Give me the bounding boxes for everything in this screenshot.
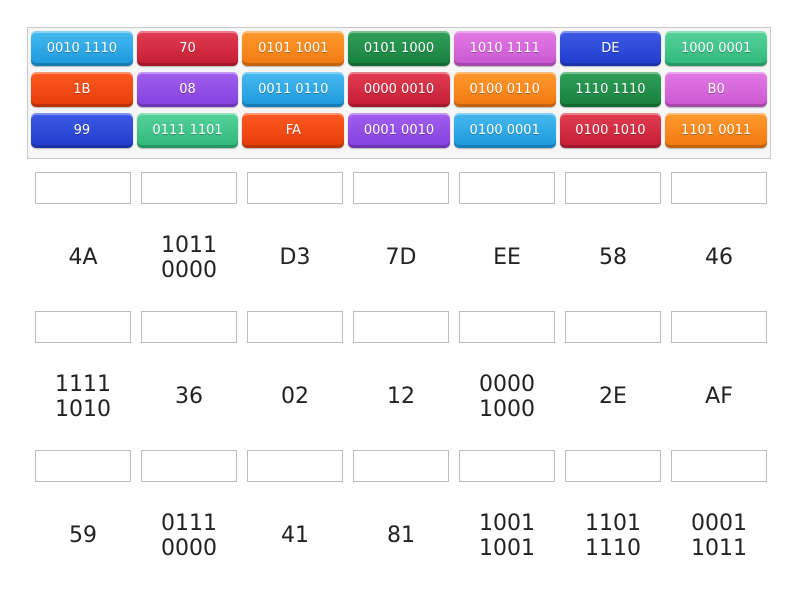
- answer-tile[interactable]: 08: [136, 72, 239, 107]
- target-label: 58: [599, 245, 627, 270]
- answer-tile[interactable]: 0100 0001: [453, 113, 556, 148]
- answer-tile[interactable]: 0001 0010: [348, 113, 450, 148]
- drop-slot[interactable]: [141, 172, 237, 204]
- answer-tile[interactable]: 1000 0001: [665, 31, 767, 66]
- drop-slot[interactable]: [671, 311, 767, 343]
- drop-slot[interactable]: [353, 311, 449, 343]
- target-label: 36: [175, 384, 203, 409]
- target-label: 12: [387, 384, 415, 409]
- target-label: 0001 1011: [691, 510, 747, 561]
- target-label: 7D: [385, 245, 417, 270]
- drop-slot[interactable]: [35, 172, 131, 204]
- target-label: 59: [69, 523, 97, 548]
- drop-slot[interactable]: [353, 172, 449, 204]
- target-label: 46: [705, 245, 733, 270]
- answer-tile[interactable]: 0010 1110: [31, 31, 133, 66]
- answer-tile[interactable]: DE: [559, 31, 662, 66]
- target-label: 1011 0000: [161, 232, 217, 283]
- target-label: 1111 1010: [55, 371, 111, 422]
- target-label: 41: [281, 523, 309, 548]
- target-label: EE: [493, 245, 521, 270]
- answer-tile[interactable]: B0: [665, 72, 767, 107]
- target-label: 1101 1110: [585, 510, 641, 561]
- drop-slot[interactable]: [35, 450, 131, 482]
- drop-slot[interactable]: [459, 172, 555, 204]
- drop-slot[interactable]: [35, 311, 131, 343]
- drop-slot[interactable]: [247, 311, 343, 343]
- answer-tile[interactable]: 0100 1010: [559, 113, 662, 148]
- answer-tile[interactable]: 0101 1000: [348, 31, 450, 66]
- target-label: 4A: [68, 245, 98, 270]
- match-board: 4A 1011 0000 D3 7D EE 58 46 1111 1010 36 02 12 0000…: [35, 172, 767, 589]
- drop-slot[interactable]: [565, 450, 661, 482]
- answer-tile[interactable]: 1B: [31, 72, 133, 107]
- drop-slot[interactable]: [565, 311, 661, 343]
- answer-tile[interactable]: 1110 1110: [559, 72, 662, 107]
- answer-tile[interactable]: 0101 1001: [242, 31, 345, 66]
- answer-tile[interactable]: 99: [31, 113, 133, 148]
- drop-slot[interactable]: [459, 311, 555, 343]
- target-label: 0000 1000: [479, 371, 535, 422]
- drop-slot[interactable]: [671, 450, 767, 482]
- target-label: 1001 1001: [479, 510, 535, 561]
- drop-slot[interactable]: [247, 172, 343, 204]
- target-label: 02: [281, 384, 309, 409]
- answer-tile[interactable]: 1010 1111: [453, 31, 556, 66]
- answer-tile[interactable]: 0000 0010: [348, 72, 450, 107]
- answer-tile[interactable]: FA: [242, 113, 345, 148]
- drop-slot[interactable]: [565, 172, 661, 204]
- drop-slot[interactable]: [141, 311, 237, 343]
- answer-tile[interactable]: 0011 0110: [242, 72, 345, 107]
- target-label: 0111 0000: [161, 510, 217, 561]
- drop-slot[interactable]: [459, 450, 555, 482]
- drop-slot[interactable]: [141, 450, 237, 482]
- answer-tile[interactable]: 0100 0110: [453, 72, 556, 107]
- answer-tile[interactable]: 1101 0011: [665, 113, 767, 148]
- answer-bank: 0010 1110 70 0101 1001 0101 1000 1010 1111 DE…: [27, 27, 771, 159]
- answer-tile[interactable]: 0111 1101: [136, 113, 239, 148]
- target-label: D3: [279, 245, 311, 270]
- answer-tile[interactable]: 70: [136, 31, 239, 66]
- tile-grid: 0010 1110 70 0101 1001 0101 1000 1010 1111 DE…: [31, 31, 767, 155]
- target-label: 2E: [599, 384, 627, 409]
- drop-slot[interactable]: [247, 450, 343, 482]
- target-label: 81: [387, 523, 415, 548]
- drop-slot[interactable]: [671, 172, 767, 204]
- target-label: AF: [705, 384, 733, 409]
- drop-slot[interactable]: [353, 450, 449, 482]
